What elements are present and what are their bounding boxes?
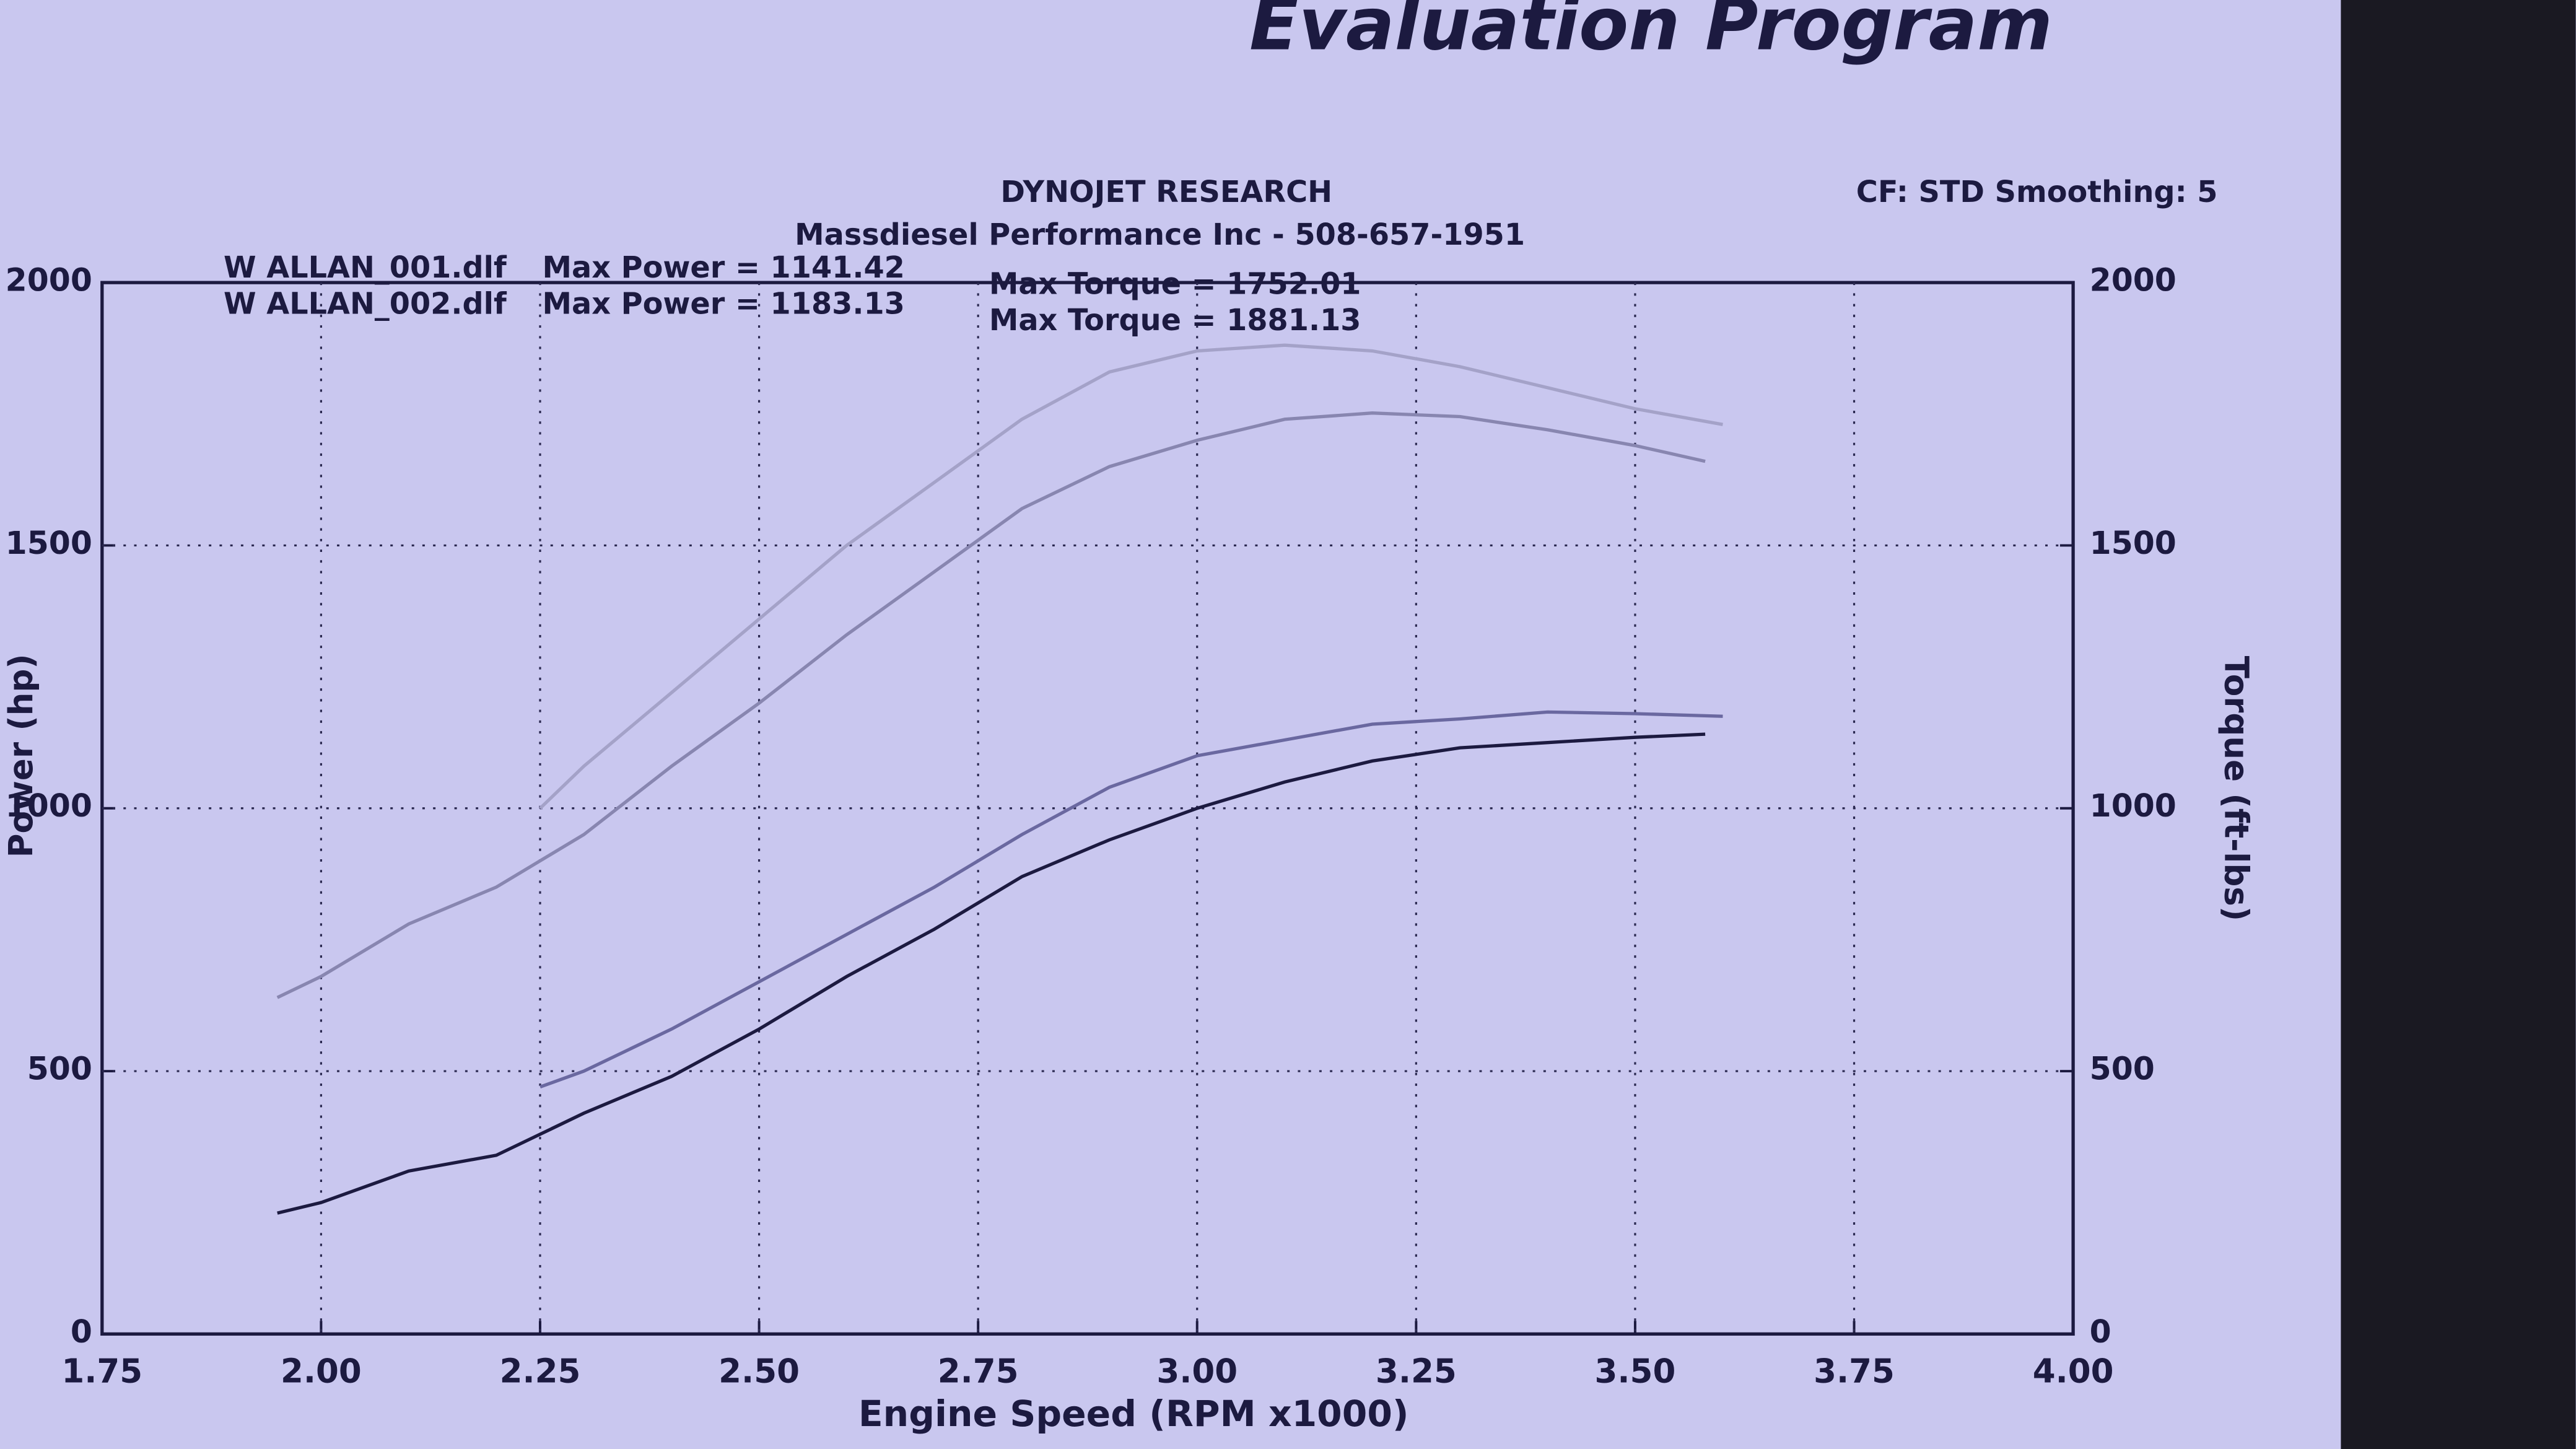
series-line	[276, 411, 1706, 999]
y-tick-label: 0	[71, 1313, 92, 1350]
x-tick-label: 4.00	[2033, 1352, 2114, 1391]
y2-tick-label: 1000	[2090, 787, 2177, 824]
legend-max-power: Max Power = 1183.13	[543, 287, 905, 321]
y-tick-label: 1000	[6, 787, 92, 824]
x-tick-label: 2.50	[718, 1352, 800, 1391]
x-tick-label: 3.00	[1156, 1352, 1238, 1391]
x-tick-label: 2.75	[938, 1352, 1019, 1391]
y2-tick-label: 2000	[2090, 262, 2177, 299]
y-tick-label: 1500	[6, 525, 92, 561]
y-tick-label: 2000	[6, 262, 92, 299]
header: Evaluation Program	[1249, 0, 2053, 66]
series-line	[539, 343, 1723, 810]
y2-tick-label: 0	[2090, 1313, 2111, 1350]
x-tick-label: 2.00	[281, 1352, 362, 1391]
legend-name: W ALLAN_001.dlf	[224, 251, 507, 285]
chart-title: DYNOJET RESEARCH	[1000, 175, 1332, 209]
y-tick-label: 500	[27, 1051, 92, 1087]
background	[2341, 0, 2576, 1449]
chart-subtitle: Massdiesel Performance Inc - 508-657-195…	[795, 218, 1525, 252]
x-tick-label: 1.75	[61, 1352, 142, 1391]
series-line	[539, 710, 1723, 1089]
y2-tick-label: 1500	[2090, 525, 2177, 561]
x-tick-label: 3.25	[1376, 1352, 1457, 1391]
y-axis-label: Power (hp)	[2, 654, 40, 857]
legend-max-torque: Max Torque = 1752.01	[989, 267, 1361, 301]
x-tick-label: 3.75	[1814, 1352, 1895, 1391]
legend-name: W ALLAN_002.dlf	[224, 287, 507, 321]
settings: CF: STD Smoothing: 5	[1856, 175, 2218, 209]
x-axis-label: Engine Speed (RPM x1000)	[858, 1393, 1409, 1435]
legend-max-torque: Max Torque = 1881.13	[989, 304, 1361, 338]
x-tick-label: 3.50	[1595, 1352, 1676, 1391]
y2-tick-label: 500	[2090, 1051, 2155, 1087]
legend-max-power: Max Power = 1141.42	[543, 251, 905, 285]
x-tick-label: 2.25	[500, 1352, 581, 1391]
y2-axis-label: Torque (ft-lbs)	[2217, 656, 2255, 921]
series-line	[277, 732, 1706, 1215]
